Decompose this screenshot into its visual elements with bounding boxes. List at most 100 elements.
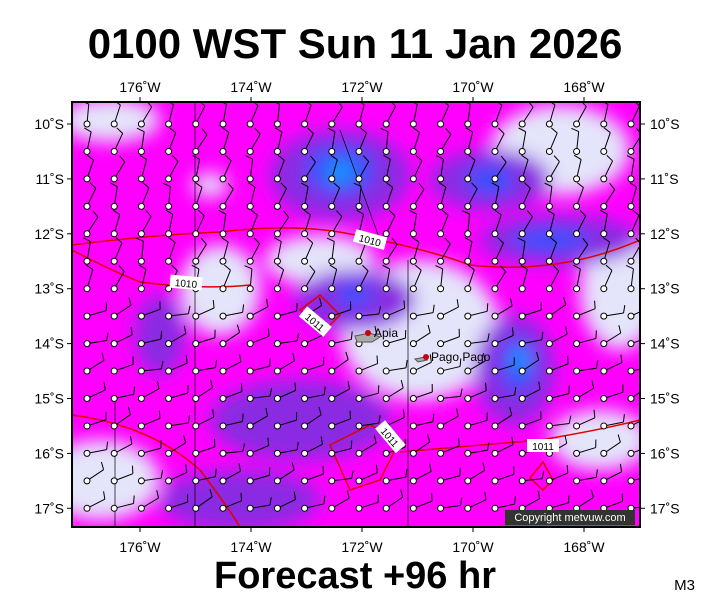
barb-station (627, 147, 635, 155)
barb-flag (242, 443, 246, 452)
barb-station (409, 230, 417, 238)
barb-station (110, 120, 118, 128)
barb-station (137, 504, 145, 512)
barb-flag (86, 154, 94, 161)
barb-station (83, 120, 91, 128)
place-label: Pago Pago (431, 350, 491, 364)
barb-station (273, 504, 281, 512)
barb-flag (133, 386, 136, 395)
latitude-label: 14˚S (650, 336, 680, 352)
barb-flag (593, 409, 596, 418)
barb-flag (376, 355, 379, 364)
barb-station (219, 285, 227, 293)
barb-flag (309, 265, 316, 272)
barb-station (491, 477, 499, 485)
barb-station (83, 422, 91, 430)
barb-flag (485, 382, 487, 391)
barb-station (110, 395, 118, 402)
latitude-label: 10˚S (650, 116, 680, 132)
barb-station (110, 285, 118, 293)
barb-station (273, 395, 281, 402)
barb-flag (209, 489, 213, 497)
barb-station (219, 340, 227, 348)
barb-station (573, 230, 581, 238)
barb-flag (645, 379, 647, 387)
barb-station (382, 230, 390, 238)
barb-flag (224, 264, 231, 271)
barb-station (464, 257, 472, 265)
barb-station (110, 147, 118, 155)
barb-station (192, 367, 200, 375)
barb-station (627, 120, 635, 128)
barb-flag (565, 326, 568, 335)
barb-station (110, 504, 118, 512)
barb-flag (390, 102, 396, 107)
barb-flag (445, 127, 452, 135)
barb-station (382, 120, 390, 128)
barb-flag (269, 358, 271, 367)
barb-flag (100, 461, 105, 470)
barb-station (192, 477, 200, 485)
barb-station (627, 175, 635, 183)
latitude-label: 12˚S (650, 226, 680, 242)
barb-station (409, 395, 417, 402)
barb-flag (106, 441, 109, 450)
barb-station (273, 175, 281, 183)
barb-station (437, 312, 445, 320)
barb-station (464, 285, 472, 293)
model-label: M3 (674, 577, 695, 594)
barb-station (110, 175, 118, 183)
barb-flag (459, 497, 463, 506)
barb-flag (409, 209, 417, 215)
barb-station (409, 367, 417, 375)
barb-flag (221, 237, 229, 243)
barb-flag (244, 265, 253, 270)
barb-station (627, 340, 635, 348)
barb-flag (568, 415, 572, 424)
barb-station (137, 340, 145, 348)
barb-station (83, 312, 91, 320)
longitude-label: 172˚W (341, 79, 383, 95)
barb-station (409, 312, 417, 320)
barb-flag (650, 468, 651, 476)
barb-flag (544, 182, 553, 187)
barb-station (545, 285, 553, 293)
barb-flag (191, 264, 200, 270)
barb-station (301, 477, 309, 485)
barb-station (464, 449, 472, 457)
barb-flag (136, 127, 145, 133)
barb-flag (109, 182, 118, 188)
barb-flag (402, 409, 405, 418)
barb-station (355, 449, 363, 457)
barb-station (273, 120, 281, 128)
barb-flag (484, 491, 487, 500)
barb-flag (253, 237, 260, 244)
barb-flag (573, 264, 581, 270)
barb-station (464, 367, 472, 375)
barb-station (545, 395, 553, 402)
barb-flag (238, 463, 241, 472)
barb-flag (214, 468, 217, 477)
barb-station (518, 312, 526, 320)
barb-station (137, 395, 145, 402)
barb-station (246, 285, 254, 293)
barb-station (246, 340, 254, 348)
barb-flag (323, 386, 326, 395)
barb-station (382, 449, 390, 457)
barb-flag (83, 127, 92, 133)
barb-station (246, 312, 254, 320)
barb-station (301, 340, 309, 348)
forecast-label: Forecast +96 hr (214, 555, 496, 597)
barb-station (301, 285, 309, 293)
barb-station (165, 449, 173, 457)
barb-station (83, 285, 91, 293)
barb-station (627, 230, 635, 238)
barb-flag (146, 102, 153, 108)
barb-flag (595, 469, 598, 478)
barb-station (600, 367, 608, 375)
barb-flag (595, 360, 599, 369)
barb-flag (160, 470, 164, 479)
barb-flag (168, 237, 176, 243)
barb-station (192, 504, 200, 512)
